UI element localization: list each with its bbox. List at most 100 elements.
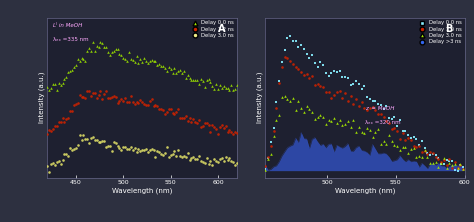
Point — [123, 147, 131, 151]
Point — [438, 161, 445, 164]
Point — [161, 66, 169, 69]
Point — [178, 116, 186, 120]
Point — [226, 157, 233, 160]
Point — [174, 148, 182, 152]
X-axis label: Wavelength (nm): Wavelength (nm) — [112, 187, 173, 194]
Point — [150, 60, 157, 63]
Point — [454, 170, 462, 173]
Point — [155, 63, 163, 66]
Point — [195, 82, 203, 86]
Point — [157, 107, 165, 111]
Point — [171, 150, 178, 153]
Point — [161, 151, 169, 155]
Point — [363, 96, 371, 99]
Point — [123, 100, 131, 104]
Point — [358, 101, 365, 104]
Point — [57, 83, 64, 86]
Point — [83, 89, 91, 93]
Point — [125, 101, 133, 104]
Point — [407, 147, 415, 150]
Point — [456, 163, 464, 167]
Point — [127, 145, 135, 149]
Point — [72, 63, 80, 67]
Point — [328, 71, 335, 75]
Point — [427, 150, 434, 153]
Point — [51, 124, 59, 127]
Point — [435, 156, 442, 159]
Point — [100, 46, 108, 49]
Point — [44, 164, 51, 168]
Point — [330, 69, 338, 73]
Point — [319, 85, 327, 89]
Point — [374, 102, 382, 106]
Point — [154, 63, 161, 66]
Point — [46, 170, 53, 173]
Point — [133, 100, 140, 104]
Point — [325, 74, 332, 78]
Text: λₑₓ =320 nm: λₑₓ =320 nm — [365, 120, 401, 125]
Point — [228, 160, 235, 163]
Point — [171, 112, 178, 116]
Point — [83, 49, 91, 52]
Point — [195, 154, 203, 157]
Point — [413, 145, 420, 149]
Point — [80, 133, 87, 136]
Point — [93, 45, 100, 48]
Point — [121, 145, 129, 149]
Point — [47, 130, 55, 133]
Point — [137, 58, 144, 61]
Point — [68, 149, 76, 152]
Point — [275, 81, 283, 85]
Point — [119, 56, 127, 59]
Point — [61, 121, 68, 124]
Point — [180, 116, 188, 120]
Point — [203, 78, 210, 81]
Point — [361, 107, 368, 110]
Point — [142, 147, 150, 151]
Point — [383, 120, 390, 123]
Point — [184, 151, 191, 155]
Point — [383, 105, 390, 108]
Point — [308, 75, 316, 78]
Point — [311, 118, 319, 121]
Point — [210, 158, 218, 161]
Point — [87, 94, 95, 98]
Point — [448, 159, 456, 163]
Point — [352, 130, 360, 134]
Point — [176, 68, 184, 72]
Point — [195, 119, 203, 122]
Point — [341, 76, 349, 79]
Point — [220, 159, 228, 163]
Point — [440, 158, 448, 161]
Point — [205, 124, 212, 127]
Point — [388, 127, 395, 130]
Text: Lᴵ in MeOH: Lᴵ in MeOH — [53, 23, 82, 28]
Point — [99, 98, 106, 101]
Point — [44, 132, 51, 136]
Point — [273, 106, 280, 109]
Point — [352, 97, 360, 101]
Point — [451, 163, 459, 166]
Point — [418, 150, 426, 153]
Point — [138, 60, 146, 63]
Point — [74, 101, 82, 104]
Point — [85, 47, 93, 50]
Point — [129, 100, 137, 103]
Point — [205, 162, 212, 166]
Point — [116, 99, 123, 103]
Point — [349, 118, 357, 122]
Point — [415, 154, 423, 157]
Point — [377, 103, 384, 107]
Point — [61, 153, 68, 156]
Point — [201, 121, 209, 125]
Point — [407, 136, 415, 139]
Point — [418, 140, 426, 143]
Point — [369, 99, 376, 103]
Point — [330, 117, 338, 120]
Point — [102, 89, 110, 93]
Point — [82, 138, 89, 141]
Point — [146, 59, 154, 62]
Point — [278, 65, 286, 69]
Point — [270, 129, 277, 133]
Point — [429, 152, 437, 156]
